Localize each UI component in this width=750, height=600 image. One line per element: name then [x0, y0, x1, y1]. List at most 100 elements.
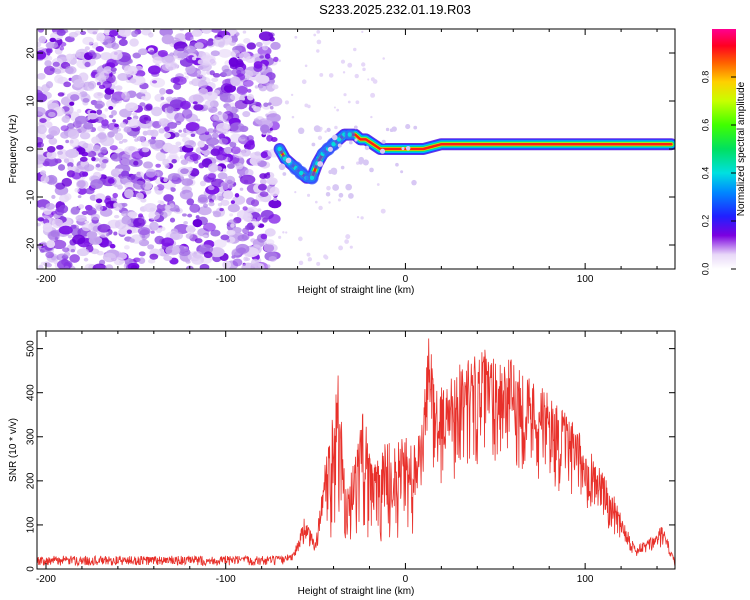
noise-blob — [51, 218, 63, 229]
noise-blob — [132, 112, 138, 117]
noise-blob — [77, 195, 82, 199]
noise-blob — [37, 89, 44, 100]
noise-blob — [83, 164, 95, 172]
noise-blob — [240, 134, 247, 140]
x-tick-label: 100 — [577, 274, 594, 285]
noise-dot — [342, 71, 346, 74]
noise-blob — [143, 161, 154, 169]
noise-blob — [118, 140, 124, 144]
noise-dot — [306, 252, 311, 257]
noise-dot — [356, 215, 360, 219]
noise-blob — [112, 119, 116, 123]
noise-blob — [91, 136, 100, 145]
noise-blob — [211, 195, 220, 201]
noise-blob — [197, 59, 204, 65]
noise-blob — [82, 97, 90, 103]
noise-blob — [84, 187, 95, 195]
noise-dot — [347, 62, 353, 68]
noise-dot — [298, 236, 303, 242]
noise-blob — [39, 206, 45, 211]
noise-blob — [139, 102, 146, 107]
y-tick-label: -10 — [26, 189, 37, 204]
noise-blob — [206, 40, 214, 46]
noise-blob — [218, 48, 232, 58]
noise-blob — [87, 112, 98, 120]
noise-blob — [235, 163, 240, 167]
noise-blob — [56, 144, 64, 150]
noise-blob — [108, 106, 114, 110]
noise-blob — [192, 56, 197, 61]
noise-blob — [110, 50, 123, 61]
noise-blob — [192, 101, 198, 105]
noise-blob — [179, 155, 185, 160]
noise-dot — [294, 35, 298, 39]
noise-blob — [121, 138, 128, 143]
colorbar-label: Normalized spectral amplitude — [736, 81, 747, 216]
noise-blob — [167, 122, 178, 129]
noise-blob — [43, 65, 55, 76]
noise-blob — [143, 104, 153, 112]
ridge-noise — [391, 126, 397, 132]
noise-blob — [153, 186, 159, 191]
noise-blob — [255, 101, 262, 107]
noise-blob — [212, 37, 226, 47]
noise-dot — [380, 208, 386, 214]
noise-blob — [107, 131, 115, 138]
noise-blob — [198, 88, 209, 96]
noise-dot — [313, 33, 317, 37]
ridge-noise — [400, 170, 404, 174]
noise-blob — [45, 121, 53, 128]
colorbar-gradient — [712, 29, 736, 269]
noise-blob — [250, 211, 260, 219]
noise-dot — [326, 185, 331, 191]
snr-panel: -200 -100 0 100 0 100 200 300 400 500 Height of s… — [8, 330, 676, 597]
noise-blob — [196, 73, 203, 78]
noise-blob — [210, 50, 220, 57]
noise-blob — [154, 171, 160, 177]
noise-blob — [132, 52, 142, 59]
noise-blob — [102, 252, 117, 263]
noise-blob — [151, 106, 163, 117]
noise-blob — [271, 84, 279, 90]
noise-blob — [102, 159, 109, 164]
noise-blob — [241, 148, 252, 157]
noise-blob — [96, 32, 106, 42]
noise-blob — [145, 120, 152, 125]
noise-blob — [54, 68, 62, 75]
noise-blob — [268, 214, 281, 224]
noise-blob — [105, 264, 114, 269]
noise-blob — [212, 129, 217, 133]
noise-blob — [57, 92, 65, 97]
noise-blob — [197, 206, 212, 216]
noise-blob — [141, 234, 146, 239]
noise-blob — [76, 248, 90, 257]
noise-blob — [235, 32, 240, 36]
noise-blob — [197, 140, 205, 148]
noise-blob — [260, 233, 268, 240]
y-tick-label: 100 — [26, 516, 37, 533]
noise-dot — [336, 108, 340, 112]
noise-blob — [74, 115, 89, 125]
noise-blob — [208, 185, 215, 191]
noise-blob — [208, 201, 215, 207]
noise-blob — [37, 106, 46, 116]
noise-blob — [67, 234, 73, 239]
noise-blob — [161, 62, 175, 72]
noise-blob — [190, 133, 196, 137]
noise-blob — [88, 49, 96, 56]
noise-blob — [45, 251, 55, 259]
noise-blob — [266, 113, 281, 123]
noise-blob — [219, 208, 224, 212]
colorbar-tick-label: 0.4 — [700, 167, 710, 180]
noise-blob — [160, 96, 165, 101]
noise-dot — [285, 231, 288, 234]
noise-blob — [67, 58, 72, 62]
noise-blob — [257, 46, 272, 56]
noise-blob — [228, 57, 239, 68]
noise-blob — [67, 162, 74, 168]
noise-blob — [255, 41, 263, 48]
noise-blob — [211, 77, 219, 83]
noise-blob — [182, 213, 187, 217]
noise-blob — [112, 127, 119, 134]
noise-blob — [149, 77, 166, 88]
